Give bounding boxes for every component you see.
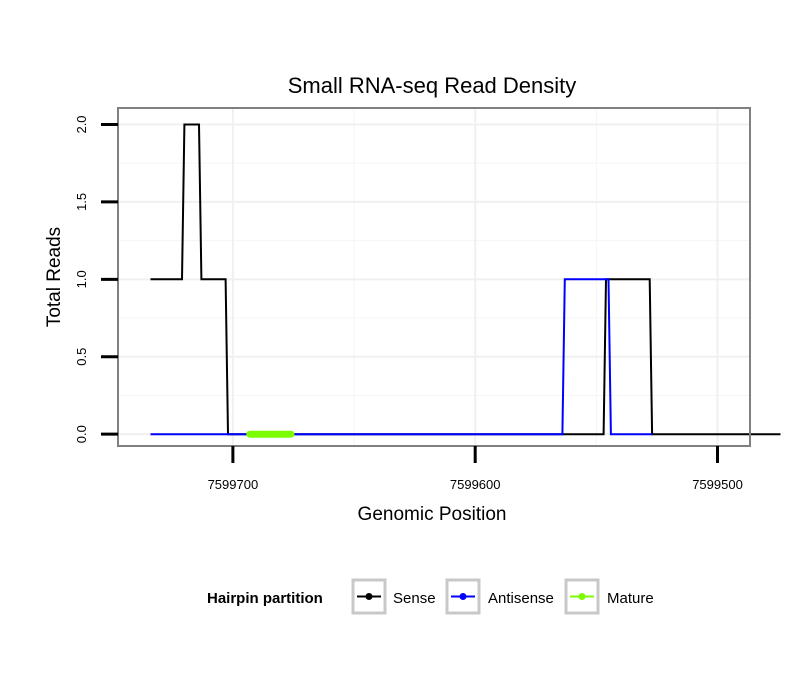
legend-key-point	[365, 593, 373, 600]
x-tick-label: 7599600	[450, 477, 501, 492]
legend-item-sense: Sense	[351, 578, 436, 615]
series-layer	[150, 123, 781, 438]
chart-title: Small RNA-seq Read Density	[288, 73, 577, 98]
panel-border	[117, 107, 751, 447]
legend-item-mature: Mature	[564, 578, 654, 615]
legend-label: Sense	[393, 590, 436, 607]
series-line-sense	[150, 123, 781, 436]
y-tick-label: 0.0	[74, 425, 89, 443]
grid	[119, 109, 749, 445]
y-axis-title: Total Reads	[44, 227, 65, 327]
y-tick-label: 2.0	[74, 115, 89, 133]
legend-title: Hairpin partition	[207, 590, 323, 607]
y-axis: 0.0 0.5 1.0 1.5 2.0	[74, 115, 118, 443]
x-axis-title: Genomic Position	[358, 504, 507, 525]
panel-background	[119, 109, 749, 445]
legend-key-point	[459, 593, 467, 600]
x-tick-label: 7599500	[692, 477, 743, 492]
y-tick-label: 0.5	[74, 348, 89, 366]
y-tick-label: 1.5	[74, 193, 89, 211]
x-axis: 7599700 7599600 7599500	[208, 446, 743, 492]
legend-key-point	[578, 593, 586, 600]
y-tick-label: 1.0	[74, 270, 89, 288]
legend-item-antisense: Antisense	[445, 578, 554, 615]
legend-label: Antisense	[488, 590, 554, 607]
series-line-antisense	[150, 278, 653, 436]
legend-label: Mature	[607, 590, 654, 607]
legend: Hairpin partition Sense Antisense Mature	[207, 578, 654, 615]
x-tick-label: 7599700	[208, 477, 259, 492]
